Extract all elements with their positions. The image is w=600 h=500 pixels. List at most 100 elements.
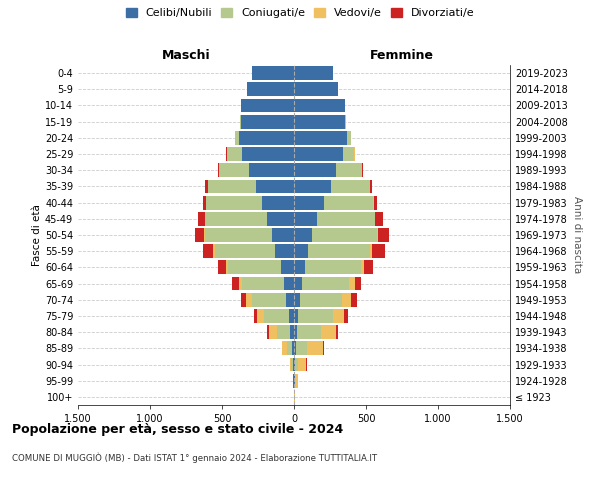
Bar [226,260,228,274]
Bar [294,309,298,323]
Bar [294,115,345,128]
Bar [294,196,324,209]
Bar [302,276,349,290]
Bar [277,326,290,339]
Legend: Celibi/Nubili, Coniugati/e, Vedovi/e, Divorziati/e: Celibi/Nubili, Coniugati/e, Vedovi/e, Di… [124,6,476,20]
Bar [292,358,293,372]
Bar [293,358,294,372]
Bar [370,180,373,194]
Bar [282,342,283,355]
Bar [287,342,292,355]
Bar [206,196,262,209]
Bar [343,147,355,161]
Bar [295,374,298,388]
Bar [361,260,364,274]
Bar [374,212,376,226]
Bar [281,260,294,274]
Bar [362,164,363,177]
Bar [247,82,294,96]
Bar [294,260,305,274]
Bar [374,196,377,209]
Bar [254,309,257,323]
Bar [215,244,275,258]
Bar [228,260,281,274]
Bar [307,342,323,355]
Bar [275,244,294,258]
Bar [250,164,294,177]
Bar [262,196,294,209]
Bar [364,260,373,274]
Bar [290,326,294,339]
Bar [241,98,294,112]
Bar [289,309,294,323]
Bar [240,115,241,128]
Bar [355,276,361,290]
Bar [218,260,226,274]
Bar [241,115,294,128]
Bar [251,293,286,306]
Bar [320,326,336,339]
Bar [284,276,294,290]
Bar [345,115,346,128]
Bar [294,82,338,96]
Bar [294,164,337,177]
Bar [227,147,242,161]
Bar [370,244,372,258]
Bar [239,131,294,144]
Text: Maschi: Maschi [161,49,211,62]
Bar [294,228,312,242]
Bar [305,260,361,274]
Bar [308,244,370,258]
Bar [219,164,250,177]
Bar [378,228,389,242]
Bar [351,293,358,306]
Bar [294,276,302,290]
Bar [242,276,284,290]
Bar [294,131,347,144]
Bar [337,164,362,177]
Bar [294,293,301,306]
Bar [349,276,355,290]
Bar [372,244,385,258]
Bar [301,293,342,306]
Bar [290,358,292,372]
Y-axis label: Fasce di età: Fasce di età [32,204,42,266]
Bar [286,293,294,306]
Bar [376,212,383,226]
Bar [294,326,297,339]
Text: Popolazione per età, sesso e stato civile - 2024: Popolazione per età, sesso e stato civil… [12,422,343,436]
Bar [242,147,294,161]
Bar [283,342,287,355]
Bar [205,180,208,194]
Bar [296,342,307,355]
Bar [241,293,247,306]
Bar [247,293,251,306]
Bar [272,228,294,242]
Text: COMUNE DI MUGGIÒ (MB) - Dati ISTAT 1° gennaio 2024 - Elaborazione TUTTITALIA.IT: COMUNE DI MUGGIÒ (MB) - Dati ISTAT 1° ge… [12,452,377,463]
Text: Femmine: Femmine [370,49,434,62]
Bar [203,244,214,258]
Bar [203,196,206,209]
Bar [324,196,373,209]
Bar [377,228,378,242]
Bar [294,147,343,161]
Bar [323,342,324,355]
Bar [331,180,370,194]
Bar [298,309,333,323]
Bar [344,309,348,323]
Y-axis label: Anni di nascita: Anni di nascita [572,196,581,274]
Bar [336,326,338,339]
Bar [292,342,294,355]
Bar [198,212,205,226]
Bar [294,244,308,258]
Bar [294,66,333,80]
Bar [294,358,295,372]
Bar [267,326,269,339]
Bar [257,309,264,323]
Bar [235,131,239,144]
Bar [256,180,294,194]
Bar [239,276,242,290]
Bar [312,228,377,242]
Bar [297,326,320,339]
Bar [226,147,227,161]
